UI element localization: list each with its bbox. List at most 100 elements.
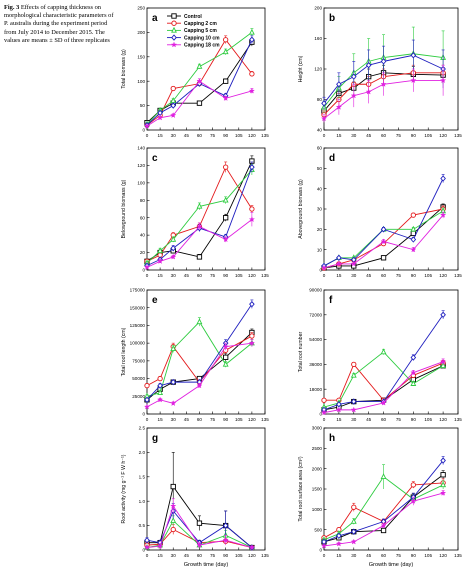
panel-a-data-point <box>223 78 229 84</box>
panel-a-data-point <box>248 28 255 35</box>
panel-a-frame <box>146 7 266 131</box>
legend-swatch-marker <box>170 41 178 48</box>
panel-g-frame <box>146 427 266 551</box>
panel-e-data-point <box>222 360 229 367</box>
panel-c-data-point <box>222 196 229 203</box>
panel-f-data-point <box>380 399 387 406</box>
panel-f-data-point <box>440 311 446 318</box>
panel-d-label: d <box>329 153 335 164</box>
panel-c-data-point <box>156 257 164 265</box>
panel-e-xtick-label: 30 <box>171 417 177 422</box>
panel-f-series-line <box>323 351 444 408</box>
panel-e-xtick-label: 15 <box>158 417 164 422</box>
panel-e-data-point <box>249 300 255 308</box>
panel-d-ytick-label: 0 <box>319 268 322 273</box>
panel-c-ylabel: Belowground biomass (g) <box>121 179 127 238</box>
panel-c-data-point <box>169 253 177 260</box>
panel-f-data-point <box>440 362 447 369</box>
panel-c-xtick-label: 75 <box>210 273 216 278</box>
panel-a-data-point <box>223 37 229 43</box>
panel-b-xtick-label: 45 <box>366 133 372 138</box>
panel-c-series-4 <box>143 212 256 271</box>
panel-g-data-point <box>222 536 229 543</box>
panel-e-ytick-label: 75000 <box>132 358 145 363</box>
panel-f-data-point <box>320 409 328 416</box>
panel-f-data-point <box>321 397 327 403</box>
panel-d-ytick-label: 20 <box>317 227 323 232</box>
panel-d-xtick-label: 90 <box>411 273 417 278</box>
panel-e-series-line <box>146 342 252 408</box>
panel-b-data-point <box>320 115 328 122</box>
panel-c-xtick-label: 0 <box>146 273 149 278</box>
panel-b-series-4 <box>320 64 447 123</box>
panel-d-data-point <box>410 230 416 237</box>
panel-d-series-line <box>323 178 444 267</box>
panel-c-ytick-label: 120 <box>137 163 145 168</box>
panel-b-xtick-label: 0 <box>323 133 326 138</box>
panel-c-data-point <box>196 223 203 230</box>
panel-h-frame <box>323 427 459 551</box>
panel-d-xtick-label: 15 <box>336 273 342 278</box>
panel-d-data-point <box>335 260 343 267</box>
panel-g-data-point <box>222 522 229 529</box>
panel-e-ytick-label: 175000 <box>130 288 146 293</box>
panel-e-ytick-label: 0 <box>142 412 145 417</box>
panel-c-label: c <box>152 153 158 164</box>
panel-h-ytick-label: 0 <box>319 548 322 553</box>
panel-b-data-point <box>365 88 372 95</box>
panel-c-series-line <box>146 160 253 262</box>
panel-d-ytick-label: 60 <box>317 146 323 151</box>
panel-c-xtick-label: 90 <box>223 273 229 278</box>
panel-c-series-2 <box>144 164 255 266</box>
panel-d: d 0 15 30 45 60 75 90 105 120 135 0 10 20 30 40 50 60 Abov… <box>298 146 462 278</box>
panel-g-ytick-label: 1.0 <box>139 499 146 504</box>
panel-g-xtick-label: 120 <box>248 553 256 558</box>
panel-c-xtick-label: 135 <box>261 273 269 278</box>
panel-a-ylabel: Total biomass (g) <box>121 49 127 89</box>
panel-a-xtick-label: 45 <box>184 133 190 138</box>
panel-f-series-line <box>323 314 444 411</box>
panel-h-data-point <box>380 473 387 480</box>
panel-c-data-point <box>222 236 229 243</box>
panel-c-frame <box>146 147 266 271</box>
panel-g-data-point <box>248 544 256 551</box>
panel-a-xtick-label: 120 <box>248 133 256 138</box>
panel-b-data-point <box>350 92 358 99</box>
panel-e-xtick-label: 60 <box>197 417 203 422</box>
panel-h-data-point <box>380 522 387 529</box>
panel-f-xtick-label: 75 <box>396 417 402 422</box>
panel-h-xlabel: Growth time (day) <box>369 562 414 568</box>
panel-h-data-point <box>440 472 446 478</box>
panel-h-ytick-label: 1000 <box>312 507 323 512</box>
panel-g-data-point <box>143 544 151 551</box>
panel-d-xtick-label: 120 <box>439 273 447 278</box>
panel-d-xtick-label: 30 <box>351 273 357 278</box>
panel-h-series-3 <box>321 456 446 546</box>
panel-d-xtick-label: 60 <box>381 273 387 278</box>
panel-c-series-line <box>146 219 253 268</box>
panel-a-data-point <box>249 36 255 43</box>
panel-a: a 0 15 30 45 60 75 90 105 120 135 0 50 100 150 200 250 To… <box>121 6 269 138</box>
panel-e-ytick-label: 125000 <box>130 323 146 328</box>
panel-g-xtick-label: 0 <box>146 553 149 558</box>
panel-d-ytick-label: 10 <box>317 247 323 252</box>
panel-b-data-point <box>380 58 387 65</box>
panel-d-xtick-label: 105 <box>424 273 432 278</box>
legend-entry: Capping 10 cm <box>184 35 220 41</box>
panel-c-data-point <box>143 263 151 271</box>
panel-h-xtick-label: 0 <box>323 553 326 558</box>
panel-d-series-3 <box>321 174 446 270</box>
panel-h-data-point <box>336 532 342 539</box>
panel-g-ytick-label: 2.0 <box>139 450 146 455</box>
panel-d-data-point <box>380 226 387 233</box>
panel-b-xtick-label: 120 <box>439 133 447 138</box>
panel-g-data-point <box>170 517 177 523</box>
panel-d-data-point <box>380 238 387 245</box>
panel-d-data-point <box>410 212 416 218</box>
panel-c-ytick-label: 100 <box>137 180 145 185</box>
panel-d-data-point <box>439 211 447 218</box>
panel-h-series-1 <box>321 478 446 541</box>
panel-b-data-point <box>380 80 387 88</box>
panel-f-xtick-label: 105 <box>424 417 432 422</box>
